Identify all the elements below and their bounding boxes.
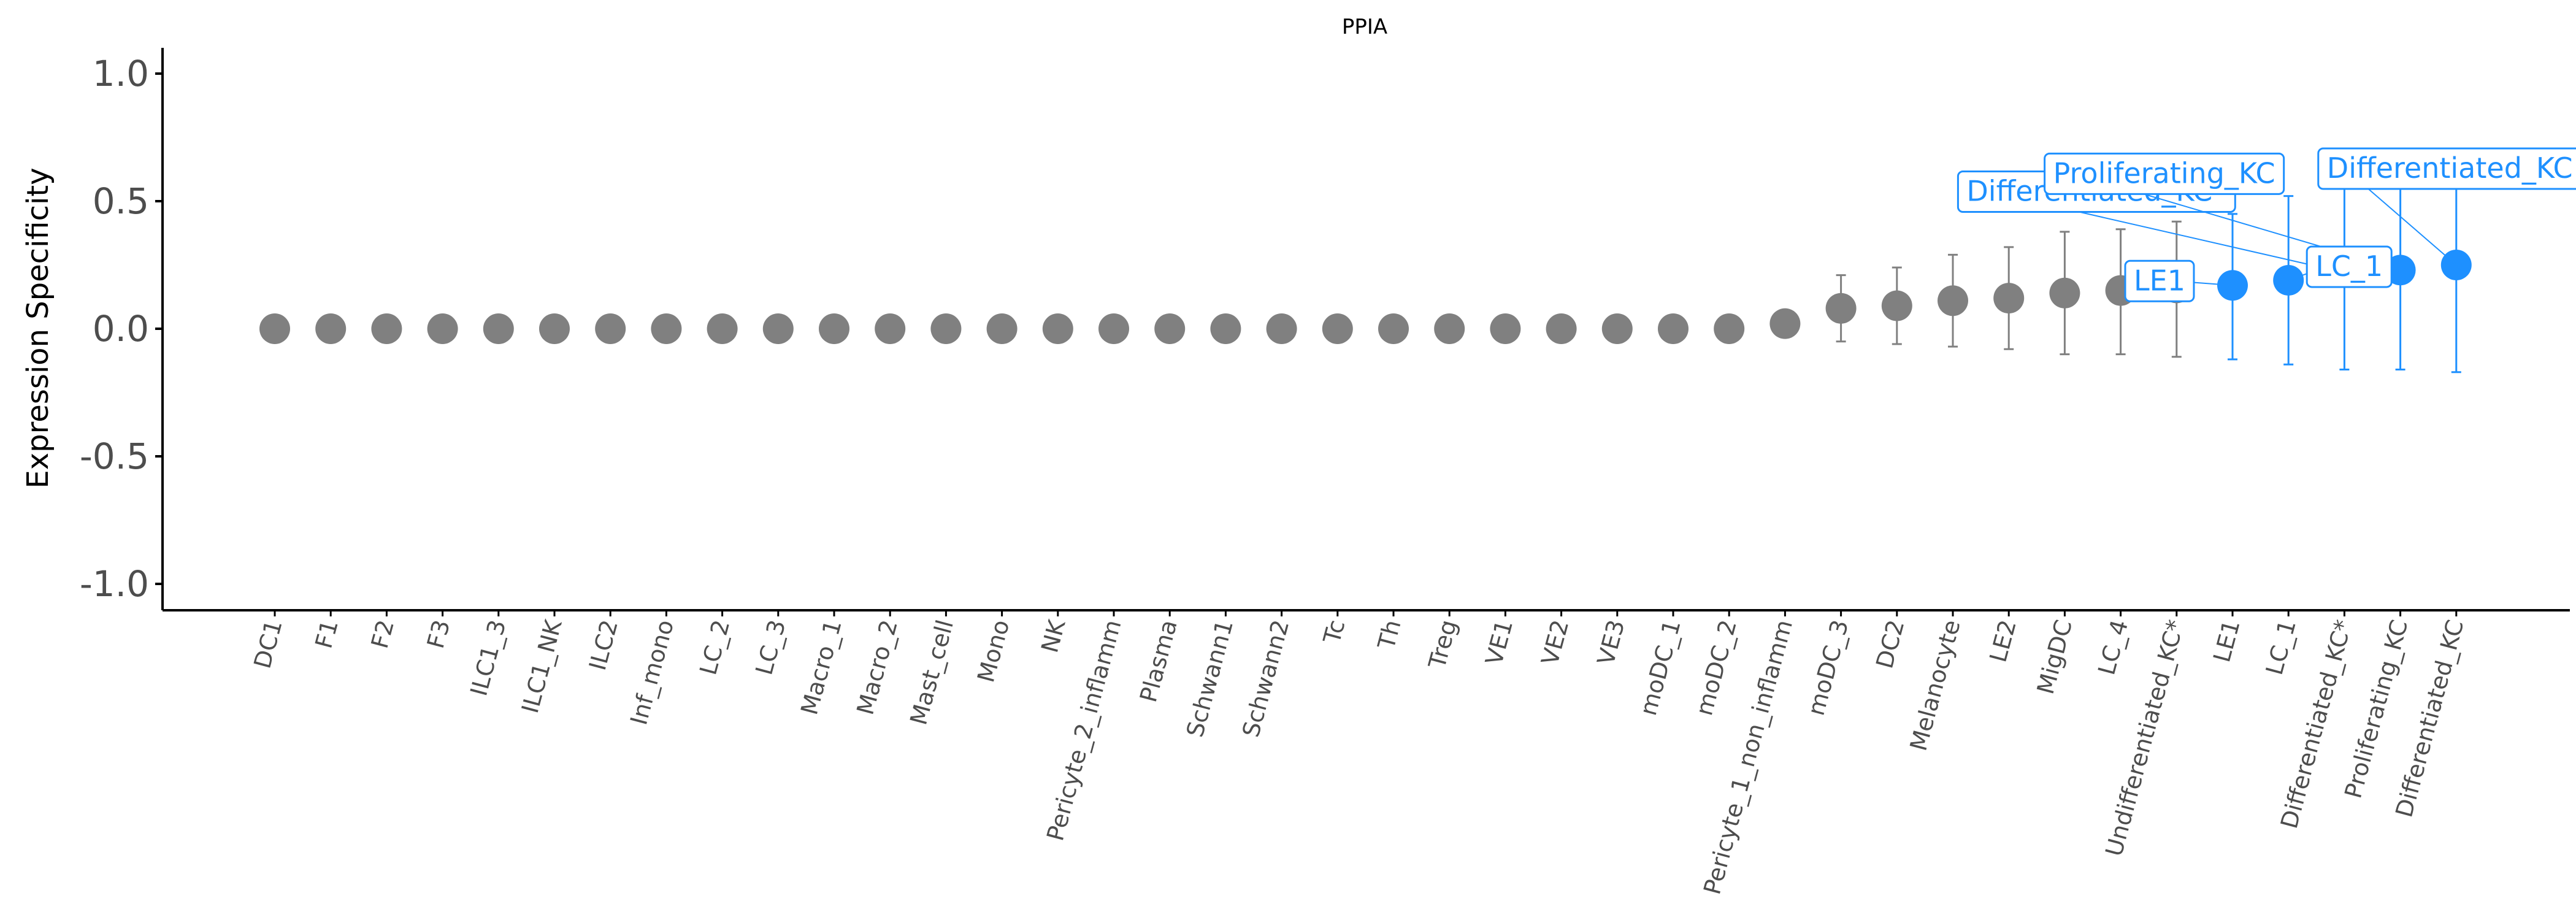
x-tick-label: VE3 [1592,617,1630,668]
y-tick-label: -0.5 [80,435,149,477]
data-point [1210,313,1241,344]
x-tick-label: LC_4 [2093,617,2133,678]
data-point [1322,313,1353,344]
annotation-box [2124,259,2195,302]
annotation-label: LC_1 [2288,245,2393,288]
data-point [1825,293,1857,324]
x-tick-label: Tc [1318,617,1351,647]
x-tick-label: F1 [310,617,343,651]
x-tick-label: Mast_cell [905,617,959,728]
x-tick-label: MigDC [2032,617,2077,697]
data-point [1042,313,1073,344]
data-point [986,313,1018,344]
x-tick-label: ILC2 [584,617,623,673]
x-tick-label: LE2 [1984,617,2021,665]
x-tick-label: Schwann1 [1181,617,1238,740]
data-point [819,313,849,344]
data-point [651,313,682,344]
data-point [483,313,514,344]
x-tick-label: LE1 [2208,617,2245,665]
data-point [1266,313,1297,344]
y-tick-label: 0.0 [93,308,149,350]
data-point [1881,290,1912,321]
x-tick-label: ILC1_NK [516,616,567,716]
data-point [1938,285,1968,316]
x-tick-label: VE2 [1536,617,1574,668]
x-tick-label: NK [1036,616,1071,656]
data-point [762,313,794,344]
annotation-text: LC_1 [2315,250,2383,283]
y-tick-label: -1.0 [80,563,149,605]
data-point [315,313,347,344]
annotation-text: LE1 [2134,264,2185,297]
data-point [1714,313,1745,344]
y-axis: 1.0 0.5 0.0 -0.5 -1.0 [80,48,164,610]
x-tick-label: Mono [972,617,1014,685]
x-tick-label: Macro_1 [795,617,846,718]
data-point [1154,313,1186,344]
data-point [1769,308,1801,339]
x-tick-label: Schwann2 [1237,617,1294,740]
data-point [1546,313,1577,344]
annotation-label: Differentiated_KC [2317,147,2576,266]
data-point [595,313,626,344]
x-tick-label: LC_2 [694,617,735,678]
y-tick-label: 1.0 [93,53,149,94]
annotation-box [2044,152,2285,195]
data-point [875,313,906,344]
x-tick-label: LC_3 [750,617,791,678]
annotation-box [2306,245,2393,288]
x-tick-label: Melanocyte [1905,617,1966,754]
y-axis-label: Expression Specificity [21,167,55,488]
x-tick-label: Inf_mono [625,617,679,728]
chart-title: PPIA [1342,15,1387,39]
data-point [1490,313,1521,344]
x-tick-label: Plasma [1135,617,1183,705]
x-tick-label: ILC1_3 [465,617,511,699]
point-annotations: Differentiated_KC*Proliferating_KCLE1Dif… [1957,147,2576,302]
y-tick-label: 0.5 [93,180,149,222]
x-tick-label: moDC_1 [1635,617,1686,718]
data-point [930,313,962,344]
x-tick-label: Treg [1423,617,1462,672]
x-axis: DC1 F1 F2 F3 ILC1_3 ILC1_NK ILC2 Inf_mono LC_2 LC… [163,609,2570,897]
data-point [2049,277,2080,309]
x-tick-label: Th [1373,617,1406,653]
x-tick-label: Macro_2 [851,617,902,718]
x-tick-label: F2 [366,617,399,651]
data-point [1098,313,1129,344]
data-point [1434,313,1465,344]
annotation-box [2317,147,2576,190]
annotation-text: Proliferating_KC [2053,156,2275,190]
annotation-label: LE1 [2124,259,2233,302]
data-point [371,313,402,344]
x-tick-label: moDC_2 [1690,617,1742,718]
data-point [1601,313,1633,344]
data-point [707,313,738,344]
x-tick-label: moDC_3 [1803,617,1854,718]
data-point [1993,283,2025,314]
annotation-label: Proliferating_KC [2044,152,2401,271]
data-point [1378,313,1409,344]
x-tick-label: VE1 [1480,617,1518,668]
data-point [539,313,570,344]
x-tick-label: DC2 [1871,617,1909,672]
data-point [259,313,290,344]
annotation-text: Differentiated_KC [2327,151,2573,185]
x-tick-label: F3 [422,617,455,651]
data-point [427,313,458,344]
data-point [1658,313,1689,344]
x-tick-label: LC_1 [2261,617,2301,678]
data-points [259,250,2472,344]
x-tick-label: DC1 [248,617,287,672]
